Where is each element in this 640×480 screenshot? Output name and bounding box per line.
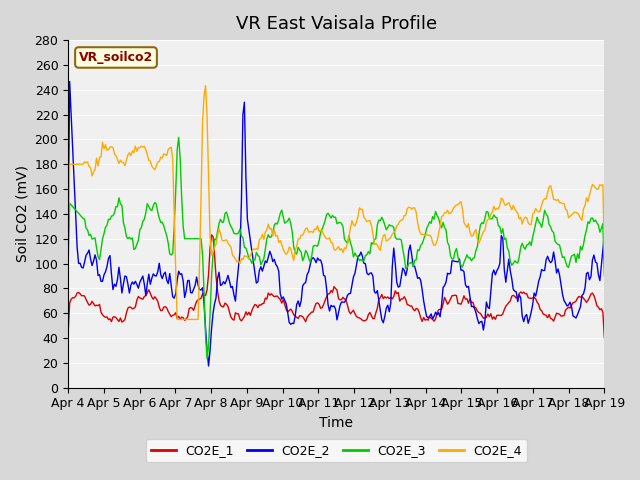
CO2E_2 <box>573 312 581 318</box>
X-axis label: Time: Time <box>319 416 353 430</box>
CO2E_2 <box>132 278 140 284</box>
CO2E_1 <box>600 335 608 341</box>
Line: CO2E_2: CO2E_2 <box>68 82 604 366</box>
Text: VR_soilco2: VR_soilco2 <box>79 51 153 64</box>
Title: VR East Vaisala Profile: VR East Vaisala Profile <box>236 15 437 33</box>
CO2E_3 <box>302 248 310 253</box>
CO2E_4 <box>254 247 262 252</box>
CO2E_2 <box>205 363 212 369</box>
CO2E_1 <box>226 309 234 315</box>
CO2E_4 <box>600 252 608 258</box>
CO2E_2 <box>64 224 72 229</box>
CO2E_3 <box>245 256 253 262</box>
CO2E_3 <box>573 251 581 257</box>
CO2E_2 <box>227 285 235 290</box>
CO2E_1 <box>208 232 216 238</box>
CO2E_3 <box>254 252 262 258</box>
CO2E_4 <box>227 244 235 250</box>
CO2E_3 <box>227 224 235 229</box>
CO2E_4 <box>64 236 72 241</box>
CO2E_2 <box>254 279 262 285</box>
CO2E_3 <box>600 273 608 279</box>
Line: CO2E_3: CO2E_3 <box>68 137 604 359</box>
Legend: CO2E_1, CO2E_2, CO2E_3, CO2E_4: CO2E_1, CO2E_2, CO2E_3, CO2E_4 <box>145 439 527 462</box>
CO2E_2 <box>302 280 310 286</box>
CO2E_3 <box>64 261 72 267</box>
Y-axis label: Soil CO2 (mV): Soil CO2 (mV) <box>15 166 29 263</box>
CO2E_1 <box>300 316 308 322</box>
CO2E_1 <box>64 330 72 336</box>
CO2E_4 <box>173 316 181 322</box>
CO2E_3 <box>204 356 211 361</box>
CO2E_4 <box>245 256 253 262</box>
Line: CO2E_4: CO2E_4 <box>68 85 604 319</box>
CO2E_4 <box>130 150 138 156</box>
CO2E_2 <box>66 79 74 84</box>
CO2E_1 <box>572 298 580 304</box>
CO2E_3 <box>130 247 138 252</box>
CO2E_2 <box>600 231 608 237</box>
CO2E_1 <box>253 302 260 308</box>
CO2E_1 <box>244 312 252 318</box>
CO2E_1 <box>130 305 138 311</box>
CO2E_3 <box>175 134 182 140</box>
CO2E_4 <box>302 226 310 231</box>
CO2E_2 <box>245 227 253 233</box>
CO2E_4 <box>573 210 581 216</box>
CO2E_4 <box>202 83 209 88</box>
Line: CO2E_1: CO2E_1 <box>68 235 604 338</box>
